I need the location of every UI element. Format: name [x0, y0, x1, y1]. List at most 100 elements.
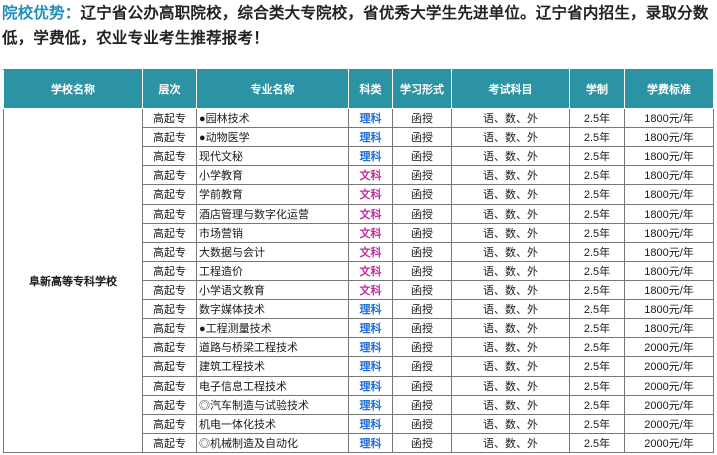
fee-cell: 1800元/年 [624, 165, 714, 186]
header-duration: 学制 [569, 69, 625, 109]
major-cell: 小学语文教育 [196, 279, 349, 301]
subjects-cell: 语、数、外 [451, 107, 570, 129]
level-cell: 高起专 [142, 241, 197, 262]
intro-highlight: 院校优势： [2, 4, 81, 22]
level-cell: 高起专 [142, 279, 197, 301]
major-cell: 现代文秘 [196, 146, 349, 167]
mode-cell: 函授 [392, 146, 452, 167]
level-cell: 高起专 [142, 394, 197, 415]
major-cell: ●工程测量技术 [196, 318, 349, 339]
level-cell: 高起专 [142, 184, 197, 205]
fee-cell: 2000元/年 [624, 375, 714, 396]
fee-cell: 2000元/年 [624, 432, 714, 454]
subjects-cell: 语、数、外 [451, 413, 570, 434]
duration-cell: 2.5年 [569, 299, 625, 320]
category-cell: 理科 [348, 318, 393, 339]
category-cell: 理科 [348, 375, 393, 396]
subjects-cell: 语、数、外 [451, 432, 570, 454]
major-cell: 小学教育 [196, 165, 349, 186]
fee-cell: 1800元/年 [624, 241, 714, 262]
duration-cell: 2.5年 [569, 107, 625, 129]
level-cell: 高起专 [142, 413, 197, 434]
header-major: 专业名称 [196, 69, 349, 109]
duration-cell: 2.5年 [569, 413, 625, 434]
mode-cell: 函授 [392, 337, 452, 358]
category-cell: 文科 [348, 184, 393, 205]
major-cell: 数字媒体技术 [196, 299, 349, 320]
category-cell: 文科 [348, 279, 393, 301]
category-cell: 理科 [348, 413, 393, 434]
major-cell: 机电一体化技术 [196, 413, 349, 434]
header-category: 科类 [348, 69, 393, 109]
duration-cell: 2.5年 [569, 279, 625, 301]
fee-cell: 1800元/年 [624, 107, 714, 129]
subjects-cell: 语、数、外 [451, 260, 570, 281]
fee-cell: 2000元/年 [624, 337, 714, 358]
level-cell: 高起专 [142, 260, 197, 281]
table-row: 高起专 ●工程测量技术 理科 函授 语、数、外 2.5年 1800元/年 [4, 318, 714, 339]
subjects-cell: 语、数、外 [451, 203, 570, 224]
major-cell: 市场营销 [196, 222, 349, 243]
category-cell: 文科 [348, 165, 393, 186]
subjects-cell: 语、数、外 [451, 127, 570, 148]
table-header-row: 学校名称 层次 专业名称 科类 学习形式 考试科目 学制 学费标准 [3, 69, 714, 109]
level-cell: 高起专 [142, 318, 197, 339]
level-cell: 高起专 [142, 299, 197, 320]
category-cell: 理科 [348, 146, 393, 167]
major-cell: 大数据与会计 [196, 241, 349, 262]
duration-cell: 2.5年 [569, 203, 625, 224]
mode-cell: 函授 [392, 184, 452, 205]
category-cell: 文科 [348, 241, 393, 262]
duration-cell: 2.5年 [569, 127, 625, 148]
table-row: 高起专 学前教育 文科 函授 语、数、外 2.5年 1800元/年 [4, 184, 714, 205]
level-cell: 高起专 [142, 146, 197, 167]
fee-cell: 1800元/年 [624, 299, 714, 320]
level-cell: 高起专 [142, 432, 197, 454]
category-cell: 理科 [348, 394, 393, 415]
mode-cell: 函授 [392, 222, 452, 243]
level-cell: 高起专 [142, 203, 197, 224]
category-cell: 文科 [348, 203, 393, 224]
subjects-cell: 语、数、外 [451, 299, 570, 320]
duration-cell: 2.5年 [569, 241, 625, 262]
table-row: 高起专 建筑工程技术 理科 函授 语、数、外 2.5年 2000元/年 [4, 356, 714, 377]
mode-cell: 函授 [392, 356, 452, 377]
mode-cell: 函授 [392, 260, 452, 281]
subjects-cell: 语、数、外 [451, 184, 570, 205]
category-cell: 理科 [348, 107, 393, 129]
intro-text: 辽宁省公办高职院校，综合类大专院校，省优秀大学生先进单位。辽宁省内招生，录取分数… [2, 4, 709, 47]
duration-cell: 2.5年 [569, 337, 625, 358]
fee-cell: 1800元/年 [624, 318, 714, 339]
major-cell: 道路与桥梁工程技术 [196, 337, 349, 358]
category-cell: 理科 [348, 356, 393, 377]
fee-cell: 2000元/年 [624, 356, 714, 377]
mode-cell: 函授 [392, 241, 452, 262]
subjects-cell: 语、数、外 [451, 375, 570, 396]
fee-cell: 1800元/年 [624, 260, 714, 281]
mode-cell: 函授 [392, 165, 452, 186]
duration-cell: 2.5年 [569, 222, 625, 243]
fee-cell: 1800元/年 [624, 146, 714, 167]
table-row: 高起专 ◎汽车制造与试验技术 理科 函授 语、数、外 2.5年 2000元/年 [4, 394, 714, 415]
fee-cell: 1800元/年 [624, 279, 714, 301]
header-level: 层次 [142, 69, 197, 109]
mode-cell: 函授 [392, 318, 452, 339]
major-cell: 建筑工程技术 [196, 356, 349, 377]
mode-cell: 函授 [392, 279, 452, 301]
fee-cell: 1800元/年 [624, 222, 714, 243]
duration-cell: 2.5年 [569, 318, 625, 339]
category-cell: 文科 [348, 222, 393, 243]
subjects-cell: 语、数、外 [451, 146, 570, 167]
mode-cell: 函授 [392, 203, 452, 224]
level-cell: 高起专 [142, 375, 197, 396]
table-row: 高起专 机电一体化技术 理科 函授 语、数、外 2.5年 2000元/年 [4, 413, 714, 434]
majors-table: 学校名称 层次 专业名称 科类 学习形式 考试科目 学制 学费标准 阜新高等专科… [3, 69, 714, 454]
major-cell: 工程造价 [196, 260, 349, 281]
duration-cell: 2.5年 [569, 146, 625, 167]
header-school: 学校名称 [3, 69, 143, 109]
intro-paragraph: 院校优势：辽宁省公办高职院校，综合类大专院校，省优秀大学生先进单位。辽宁省内招生… [2, 1, 714, 51]
major-cell: ●动物医学 [196, 127, 349, 148]
major-cell: 电子信息工程技术 [196, 375, 349, 396]
mode-cell: 函授 [392, 127, 452, 148]
table-row: 高起专 ●动物医学 理科 函授 语、数、外 2.5年 1800元/年 [4, 127, 714, 148]
